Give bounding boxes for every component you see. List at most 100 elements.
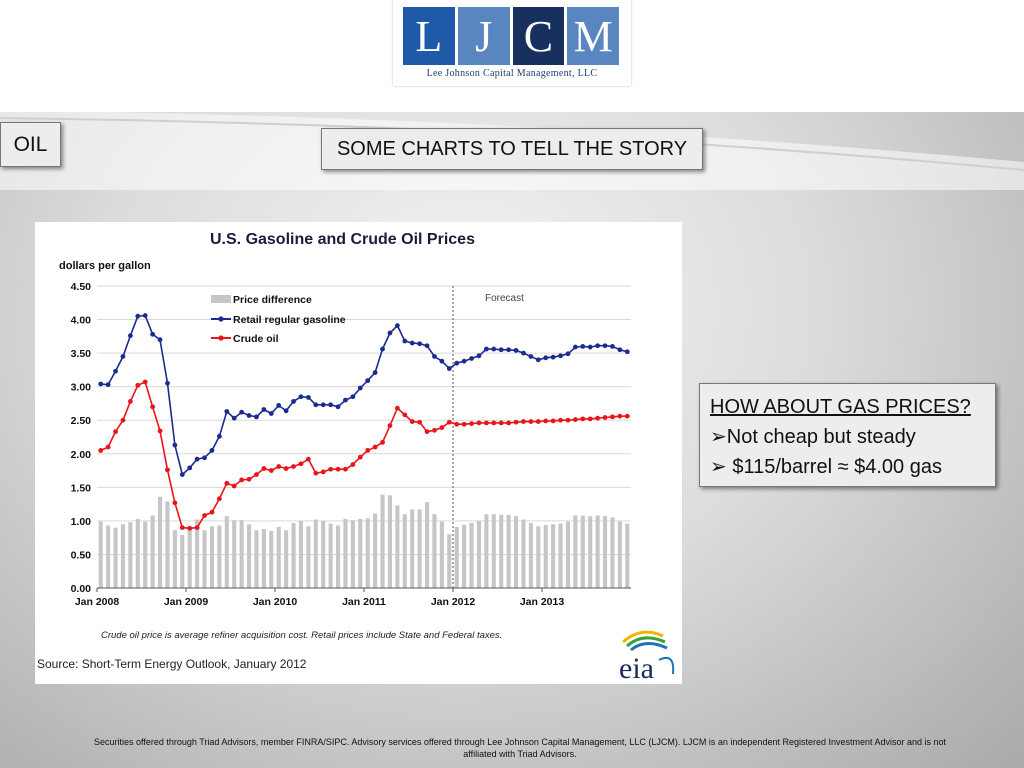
crude-oil-point (565, 417, 571, 423)
crude-oil-point (624, 413, 630, 419)
chart-svg: U.S. Gasoline and Crude Oil Prices dolla… (37, 231, 675, 684)
legend-swatch-difference (211, 295, 231, 303)
crude-oil-point (543, 418, 549, 424)
crude-oil-point (142, 379, 148, 385)
gasoline-point (394, 323, 400, 328)
crude-oil-point (335, 466, 341, 472)
crude-oil-point (580, 416, 586, 422)
x-tick-label: Jan 2011 (342, 596, 386, 608)
crude-oil-point (595, 415, 601, 421)
y-axis-label: dollars per gallon (59, 260, 151, 272)
gasoline-point (595, 343, 601, 349)
price-difference-bar (298, 520, 303, 588)
x-tick-label: Jan 2013 (520, 596, 565, 608)
crude-oil-line (100, 380, 628, 530)
y-tick-label: 1.00 (71, 516, 92, 528)
gasoline-point (432, 354, 437, 359)
eia-logo-text: eia (619, 652, 654, 684)
crude-oil-point (617, 413, 623, 419)
crude-oil-point (380, 439, 385, 445)
crude-oil-point (506, 420, 512, 426)
y-tick-label: 0.50 (71, 549, 92, 561)
gasoline-crude-chart: U.S. Gasoline and Crude Oil Prices dolla… (35, 222, 682, 684)
price-difference-bar (476, 520, 481, 588)
crude-oil-point (98, 448, 104, 453)
crude-oil-point (602, 415, 608, 420)
crude-oil-point (328, 466, 334, 472)
price-difference-bar (447, 534, 452, 588)
crude-oil-point (165, 467, 170, 473)
chart-source: Source: Short-Term Energy Outlook, Janua… (37, 657, 307, 671)
price-difference-bar (180, 534, 185, 588)
gasoline-point (476, 353, 482, 359)
price-difference-bar (172, 530, 177, 588)
gasoline-point (580, 344, 586, 349)
price-difference-bar (195, 519, 200, 588)
price-difference-bar (521, 519, 526, 588)
gasoline-point (113, 368, 118, 374)
crude-oil-point (424, 429, 430, 435)
logo-letter-j: J (457, 7, 510, 65)
price-difference-bar (284, 530, 289, 588)
gasoline-point (127, 333, 133, 339)
gasoline-point (209, 448, 215, 453)
gasoline-point (365, 378, 371, 384)
crude-oil-point (521, 419, 526, 424)
price-difference-bar (165, 501, 170, 588)
crude-oil-point (491, 420, 497, 426)
crude-oil-point (476, 420, 482, 426)
gasoline-point (535, 357, 541, 363)
crude-oil-point (187, 525, 193, 531)
gasoline-point (291, 399, 296, 404)
gasoline-point (550, 354, 556, 360)
crude-oil-point (558, 417, 563, 423)
price-difference-bar (373, 513, 378, 588)
gasoline-point (142, 313, 148, 318)
x-tick-label: Jan 2010 (253, 596, 298, 608)
crude-oil-point (276, 464, 282, 469)
crude-oil-point (587, 416, 593, 422)
gasoline-point (610, 344, 615, 349)
price-difference-bar (573, 515, 578, 588)
gasoline-point (587, 344, 593, 350)
crude-oil-point (446, 419, 452, 425)
y-tick-label: 3.50 (71, 348, 92, 360)
gasoline-point (231, 415, 237, 421)
bullet-arrow-icon: ➢ (710, 426, 727, 448)
y-tick-label: 4.00 (71, 315, 92, 327)
crude-oil-point (179, 525, 185, 530)
gasoline-point (135, 313, 141, 319)
gasoline-point (506, 347, 512, 353)
crude-oil-point (394, 405, 400, 411)
price-difference-bar (387, 495, 392, 588)
gasoline-point (120, 354, 126, 359)
gas-prices-note: HOW ABOUT GAS PRICES? ➢Not cheap but ste… (699, 383, 996, 487)
company-logo: L J C M Lee Johnson Capital Management, … (393, 0, 631, 86)
price-difference-bar (261, 528, 266, 588)
crude-oil-point (268, 468, 274, 473)
price-difference-bar (506, 514, 511, 588)
legend-marker-gasoline (218, 316, 224, 322)
price-difference-bar (625, 523, 630, 588)
gasoline-point (276, 403, 282, 408)
logo-letter-c: C (512, 7, 565, 65)
gasoline-point (617, 347, 623, 353)
crude-oil-point (550, 418, 556, 424)
crude-oil-point (224, 480, 230, 486)
price-difference-bar (454, 526, 459, 588)
gasoline-point (439, 358, 445, 364)
gasoline-point (150, 331, 156, 337)
x-tick-label: Jan 2012 (431, 596, 476, 608)
price-difference-bar (580, 515, 585, 588)
price-difference-bar (595, 515, 600, 588)
gasoline-point (469, 356, 474, 361)
gasoline-point (328, 402, 334, 408)
price-difference-bar (128, 522, 133, 588)
crude-oil-point (528, 419, 534, 424)
gasoline-point (283, 408, 289, 414)
gasoline-point (602, 343, 608, 349)
price-difference-bar (484, 514, 489, 588)
price-difference-bar (432, 514, 437, 588)
gasoline-point (179, 472, 185, 477)
price-difference-bar (313, 519, 318, 588)
